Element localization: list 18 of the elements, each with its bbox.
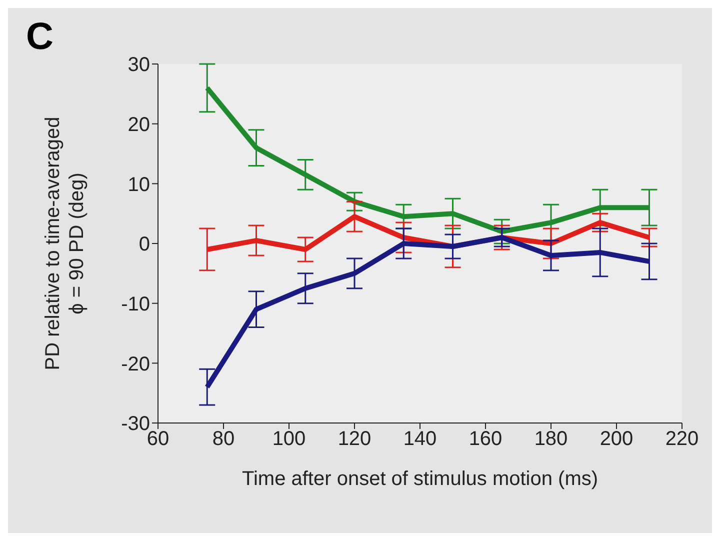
- y-tick-label: -10: [121, 293, 150, 316]
- x-axis-title: Time after onset of stimulus motion (ms): [242, 468, 598, 490]
- x-tick-label: 200: [600, 428, 634, 450]
- x-tick-label: 180: [534, 428, 568, 450]
- y-tick-label: 0: [138, 234, 150, 256]
- x-tick-label: 100: [272, 428, 306, 450]
- x-tick-label: 60: [146, 428, 170, 450]
- x-tick-label: 220: [665, 428, 699, 450]
- y-tick-label: 10: [128, 174, 150, 196]
- y-tick-label: -20: [121, 353, 150, 376]
- x-tick-label: 80: [212, 428, 235, 450]
- x-tick-label: 160: [468, 428, 502, 450]
- x-tick-label: 140: [403, 428, 437, 450]
- y-axis-title: PD relative to time-averaged ϕ = 90 PD (deg): [42, 116, 88, 370]
- x-tick-label: 120: [338, 428, 372, 450]
- y-tick-label: 30: [128, 54, 150, 76]
- text: C: [26, 16, 54, 59]
- y-tick-label: 20: [128, 114, 150, 136]
